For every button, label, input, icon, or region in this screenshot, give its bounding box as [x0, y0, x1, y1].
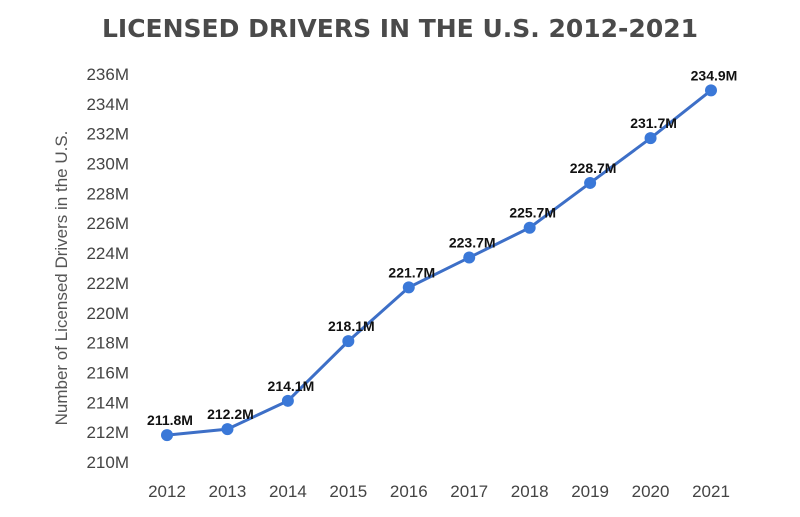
data-point — [221, 423, 234, 436]
y-tick-label: 214M — [86, 393, 129, 412]
data-point — [584, 176, 597, 189]
x-tick-label: 2014 — [269, 482, 307, 501]
data-label: 218.1M — [328, 318, 375, 334]
data-label: 211.8M — [147, 412, 193, 428]
x-tick-label: 2021 — [692, 482, 730, 501]
data-point — [523, 221, 536, 234]
chart-title: LICENSED DRIVERS IN THE U.S. 2012-2021 — [102, 14, 698, 43]
y-tick-label: 210M — [86, 453, 129, 472]
data-label: 223.7M — [449, 235, 496, 251]
y-tick-label: 216M — [86, 363, 129, 382]
data-label: 225.7M — [509, 205, 556, 221]
y-tick-label: 230M — [86, 155, 129, 174]
data-label: 228.7M — [570, 160, 617, 176]
y-axis-label: Number of Licensed Drivers in the U.S. — [52, 131, 71, 426]
data-point — [342, 335, 355, 348]
x-tick-label: 2020 — [632, 482, 670, 501]
x-tick-label: 2015 — [329, 482, 367, 501]
y-tick-label: 228M — [86, 184, 129, 203]
data-point — [161, 429, 173, 442]
data-label: 234.9M — [691, 67, 738, 83]
y-tick-label: 212M — [86, 423, 129, 442]
data-point — [463, 251, 476, 264]
x-tick-label: 2013 — [209, 482, 247, 501]
data-point — [402, 281, 415, 294]
y-tick-label: 218M — [86, 334, 129, 353]
y-tick-label: 234M — [86, 95, 129, 114]
series-line — [166, 89, 712, 437]
data-point — [644, 132, 657, 145]
data-point — [281, 394, 294, 407]
y-tick-label: 220M — [86, 304, 129, 323]
x-tick-label: 2017 — [450, 482, 488, 501]
x-tick-label: 2019 — [571, 482, 609, 501]
y-tick-label: 232M — [86, 125, 129, 144]
y-tick-label: 222M — [86, 274, 129, 293]
x-tick-label: 2012 — [148, 482, 186, 501]
y-tick-label: 224M — [86, 244, 129, 263]
data-label: 212.2M — [207, 406, 254, 422]
data-label: 214.1M — [268, 378, 315, 394]
data-point — [705, 84, 717, 97]
data-label: 221.7M — [388, 264, 435, 280]
x-tick-label: 2016 — [390, 482, 428, 501]
y-tick-label: 226M — [86, 214, 129, 233]
data-label: 231.7M — [630, 115, 677, 131]
y-tick-label: 236M — [86, 65, 129, 84]
x-tick-label: 2018 — [511, 482, 549, 501]
